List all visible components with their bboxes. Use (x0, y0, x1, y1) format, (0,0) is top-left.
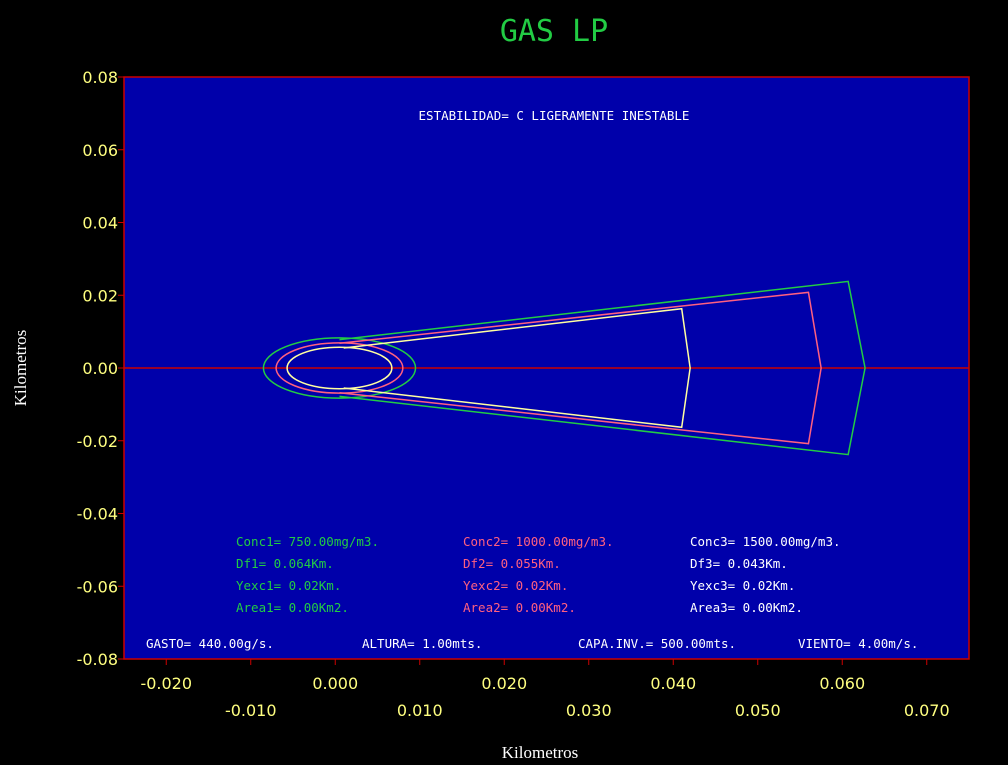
viento-label: VIENTO= 4.00m/s. (798, 636, 918, 651)
x-tick-label: -0.010 (225, 701, 277, 720)
plume-outline-2 (339, 291, 822, 445)
area2-label: Area2= 0.00Km2. (463, 600, 576, 615)
y-tick-label: 0.04 (82, 214, 118, 233)
stability-label: ESTABILIDAD= C LIGERAMENTE INESTABLE (419, 108, 690, 123)
source-circle-1 (262, 337, 417, 399)
x-tick-label: 0.060 (819, 674, 865, 693)
x-axis-title: Kilometros (502, 743, 579, 762)
conc2-label: Conc2= 1000.00mg/m3. (463, 534, 614, 549)
x-tick-label: 0.050 (735, 701, 781, 720)
plume-outline-3 (343, 307, 691, 429)
conc3-label: Conc3= 1500.00mg/m3. (690, 534, 841, 549)
y-tick-label: -0.04 (77, 505, 118, 524)
x-tick-label: 0.070 (904, 701, 950, 720)
y-tick-label: 0.00 (82, 359, 118, 378)
x-tick-label: 0.020 (481, 674, 527, 693)
area1-label: Area1= 0.00Km2. (236, 600, 349, 615)
y-tick-label: -0.06 (77, 577, 118, 596)
series-info-block: Conc1= 750.00mg/m3. Df1= 0.064Km. Yexc1=… (236, 534, 841, 615)
y-tick-label: -0.02 (77, 432, 118, 451)
y-tick-label: -0.08 (77, 650, 118, 669)
tick-layer: 0.08 0.06 0.04 0.02 0.00 -0.02 -0.04 -0.06 -0.08… (77, 68, 950, 720)
parameters-footer: GASTO= 440.00g/s. ALTURA= 1.00mts. CAPA.… (146, 636, 918, 651)
capa-inv-label: CAPA.INV.= 500.00mts. (578, 636, 736, 651)
plume-series-layer (262, 280, 866, 456)
y-tick-label: 0.06 (82, 141, 118, 160)
df3-label: Df3= 0.043Km. (690, 556, 788, 571)
yexc1-label: Yexc1= 0.02Km. (236, 578, 341, 593)
df1-label: Df1= 0.064Km. (236, 556, 334, 571)
y-tick-label: 0.02 (82, 286, 118, 305)
area3-label: Area3= 0.00Km2. (690, 600, 803, 615)
chart-title: GAS LP (500, 14, 608, 49)
gasto-label: GASTO= 440.00g/s. (146, 636, 274, 651)
df2-label: Df2= 0.055Km. (463, 556, 561, 571)
x-tick-label: 0.010 (397, 701, 443, 720)
x-tick-label: -0.020 (140, 674, 192, 693)
x-tick-label: 0.000 (312, 674, 358, 693)
x-tick-label: 0.040 (650, 674, 696, 693)
yexc2-label: Yexc2= 0.02Km. (463, 578, 568, 593)
plume-outline-1 (339, 280, 866, 456)
source-circle-3 (286, 346, 393, 390)
y-tick-label: 0.08 (82, 68, 118, 87)
x-tick-label: 0.030 (566, 701, 612, 720)
y-axis-title: Kilometros (11, 330, 30, 407)
altura-label: ALTURA= 1.00mts. (362, 636, 482, 651)
conc1-label: Conc1= 750.00mg/m3. (236, 534, 379, 549)
yexc3-label: Yexc3= 0.02Km. (690, 578, 795, 593)
